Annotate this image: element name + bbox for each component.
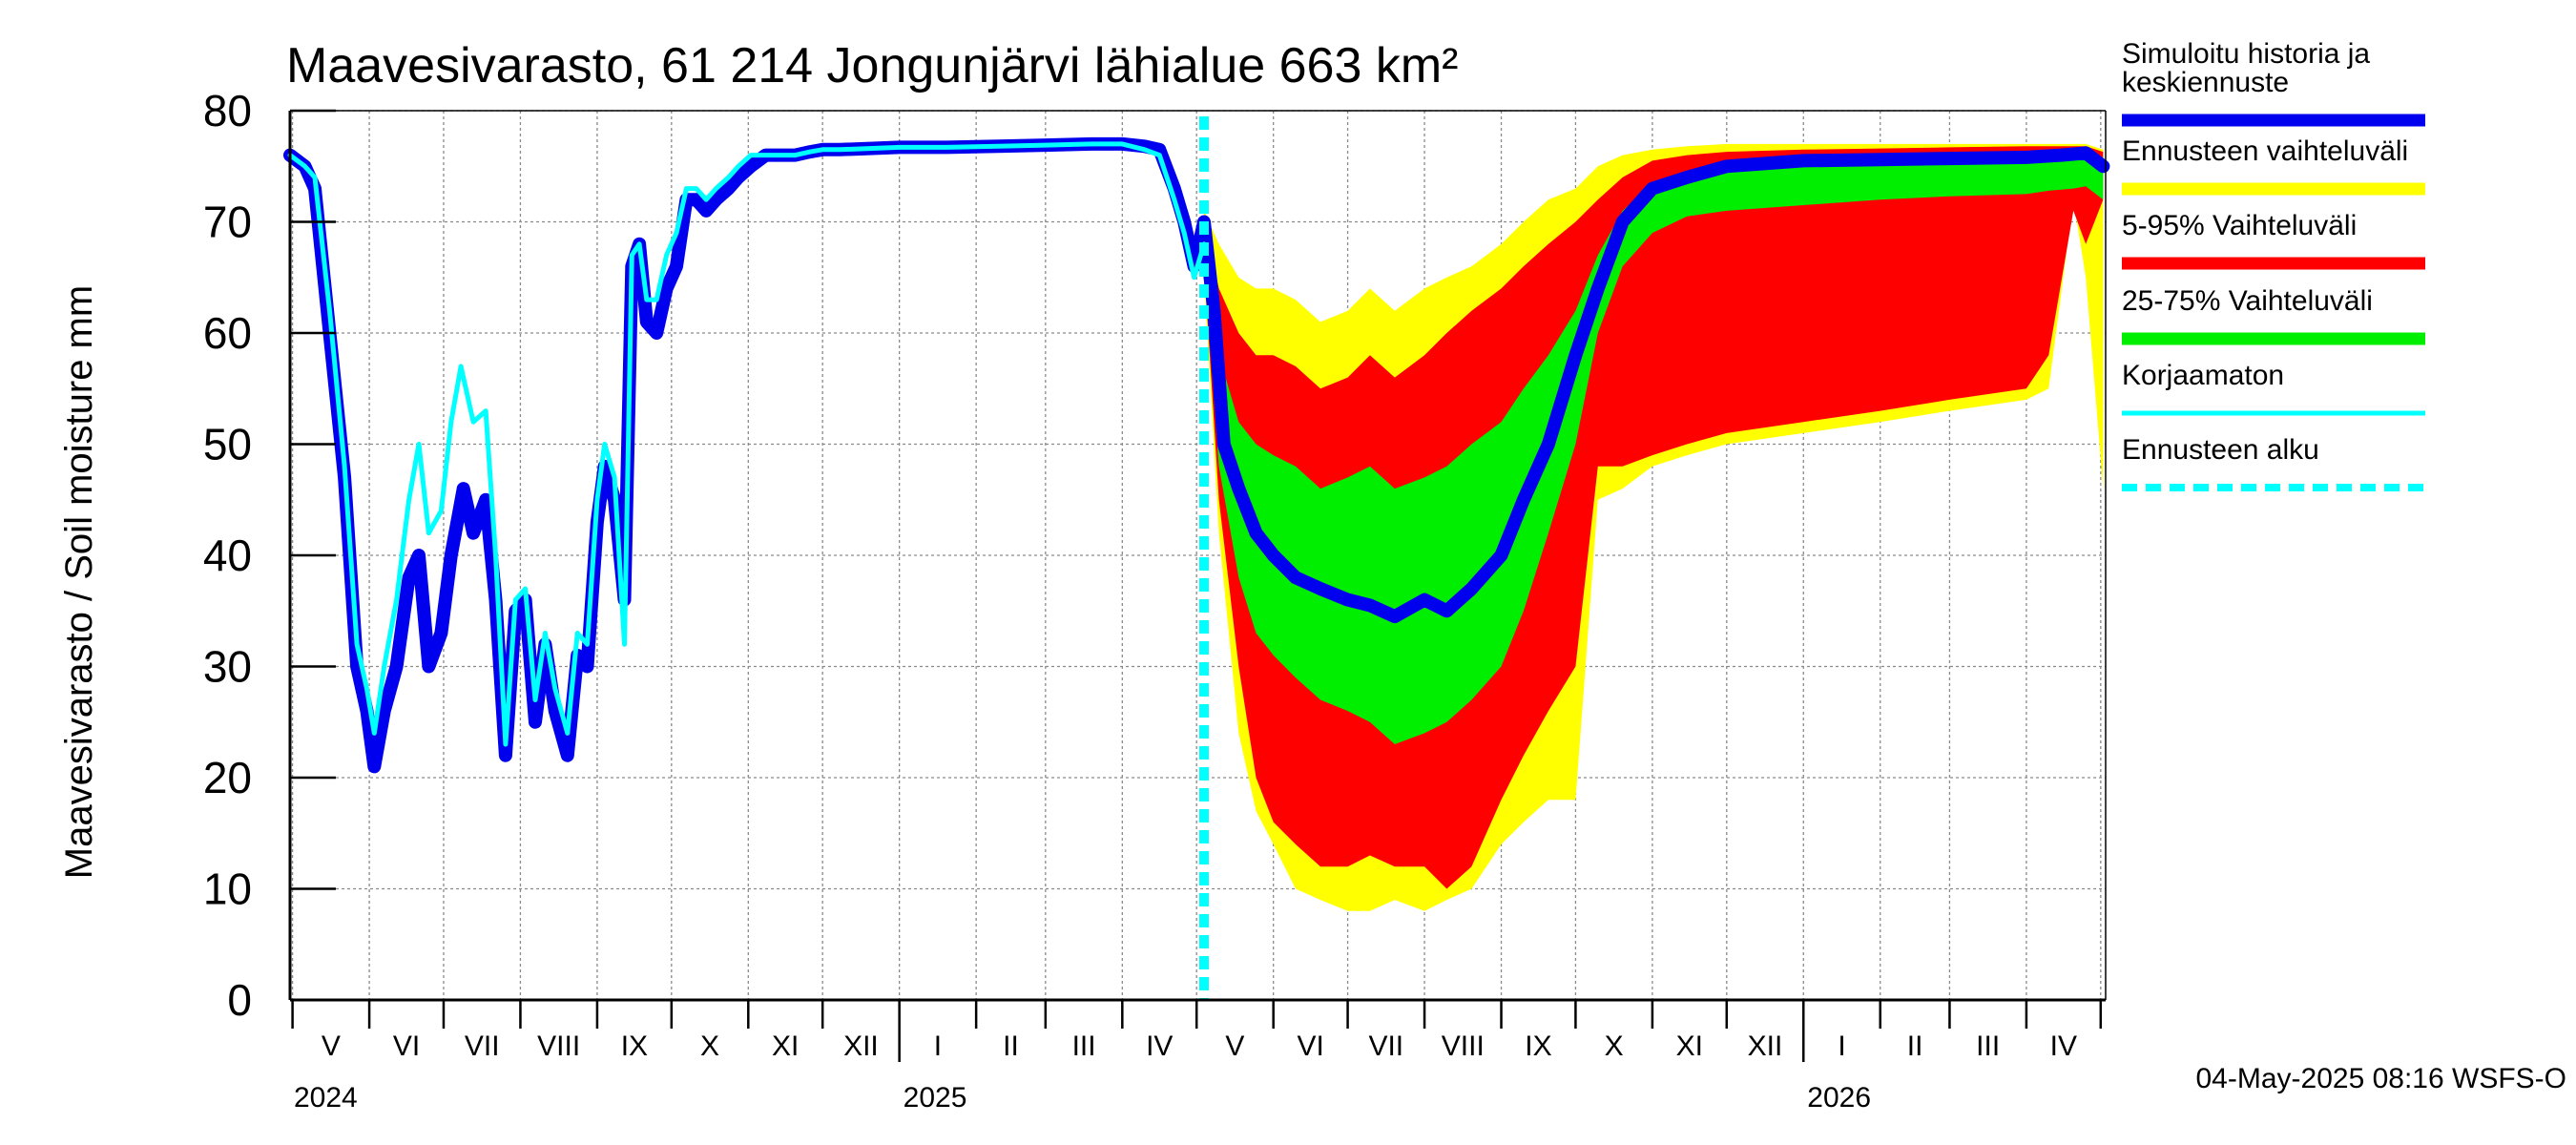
legend-label: Ennusteen vaihteluväli: [2122, 135, 2408, 167]
x-month-label: IV: [1146, 1030, 1173, 1062]
x-month-label: I: [934, 1030, 942, 1062]
x-month-label: XI: [772, 1030, 799, 1062]
y-tick-label: 30: [203, 642, 252, 692]
legend-label: Simuloitu historia ja keskiennuste: [2122, 38, 2370, 98]
y-tick-label: 20: [203, 753, 252, 802]
y-tick-label: 0: [227, 975, 252, 1025]
x-month-label: XII: [1748, 1030, 1783, 1062]
x-month-label: IV: [2050, 1030, 2077, 1062]
y-axis-ticks: 0 10 20 30 40 50 60 70 80: [203, 86, 252, 1025]
y-axis-label: Maavesivarasto / Soil moisture mm: [58, 285, 100, 879]
x-year-label: 2025: [904, 1082, 967, 1114]
y-tick-label: 60: [203, 308, 252, 358]
x-month-label: IX: [1525, 1030, 1551, 1062]
y-tick-label: 10: [203, 864, 252, 914]
x-month-label: IX: [621, 1030, 648, 1062]
x-year-label: 2024: [294, 1082, 358, 1114]
x-axis-years: 2024 2025 2026: [294, 1082, 1871, 1114]
x-month-label: III: [1072, 1030, 1096, 1062]
y-tick-label: 50: [203, 420, 252, 469]
x-month-label: II: [1003, 1030, 1019, 1062]
x-axis-months: V VI VII VIII IX X XI XII I II III IV V VI VII VIII IX X X…: [322, 1030, 2077, 1062]
legend-label: Ennusteen alku: [2122, 434, 2319, 466]
x-month-label: X: [700, 1030, 719, 1062]
footer-timestamp: 04-May-2025 08:16 WSFS-O: [2196, 1063, 2567, 1094]
axes: [288, 109, 2107, 1062]
x-month-label: VII: [1368, 1030, 1403, 1062]
x-month-label: I: [1838, 1030, 1845, 1062]
x-month-label: X: [1605, 1030, 1624, 1062]
x-month-label: III: [1976, 1030, 2000, 1062]
y-tick-label: 40: [203, 531, 252, 580]
legend: Simuloitu historia ja keskiennuste Ennuste…: [2122, 38, 2425, 491]
legend-label: 5-95% Vaihteluväli: [2122, 210, 2357, 241]
x-month-label: V: [322, 1030, 341, 1062]
x-month-label: VI: [1297, 1030, 1323, 1062]
x-month-label: II: [1907, 1030, 1923, 1062]
x-month-label: VIII: [537, 1030, 580, 1062]
y-tick-label: 80: [203, 86, 252, 135]
x-year-label: 2026: [1807, 1082, 1871, 1114]
legend-label: Korjaamaton: [2122, 360, 2284, 391]
x-month-label: VII: [465, 1030, 500, 1062]
series-lines: [283, 136, 2110, 774]
x-month-label: XI: [1676, 1030, 1703, 1062]
y-tick-label: 70: [203, 198, 252, 247]
plot-area: [283, 109, 2110, 1062]
chart-title: Maavesivarasto, 61 214 Jongunjärvi lähia…: [286, 38, 1458, 94]
x-month-label: VI: [393, 1030, 420, 1062]
x-month-label: V: [1225, 1030, 1244, 1062]
x-month-label: XII: [843, 1030, 879, 1062]
legend-label: 25-75% Vaihteluväli: [2122, 285, 2373, 317]
series-line: [287, 141, 1207, 747]
x-month-label: VIII: [1442, 1030, 1485, 1062]
